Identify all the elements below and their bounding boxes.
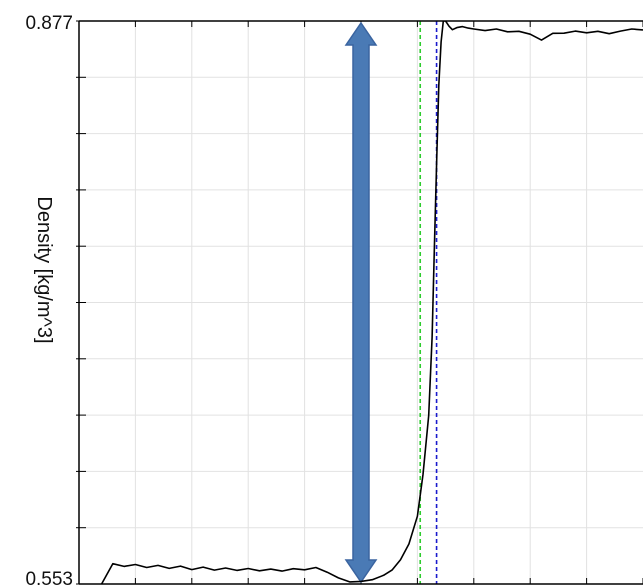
density-series-line-1 bbox=[100, 21, 643, 584]
y-tick-label-bottom: 0.553 bbox=[25, 569, 73, 587]
y-axis-title: Density [kg/m^3] bbox=[33, 196, 55, 343]
series-layer bbox=[100, 21, 643, 584]
y-tick-label-top: 0.877 bbox=[25, 13, 73, 34]
